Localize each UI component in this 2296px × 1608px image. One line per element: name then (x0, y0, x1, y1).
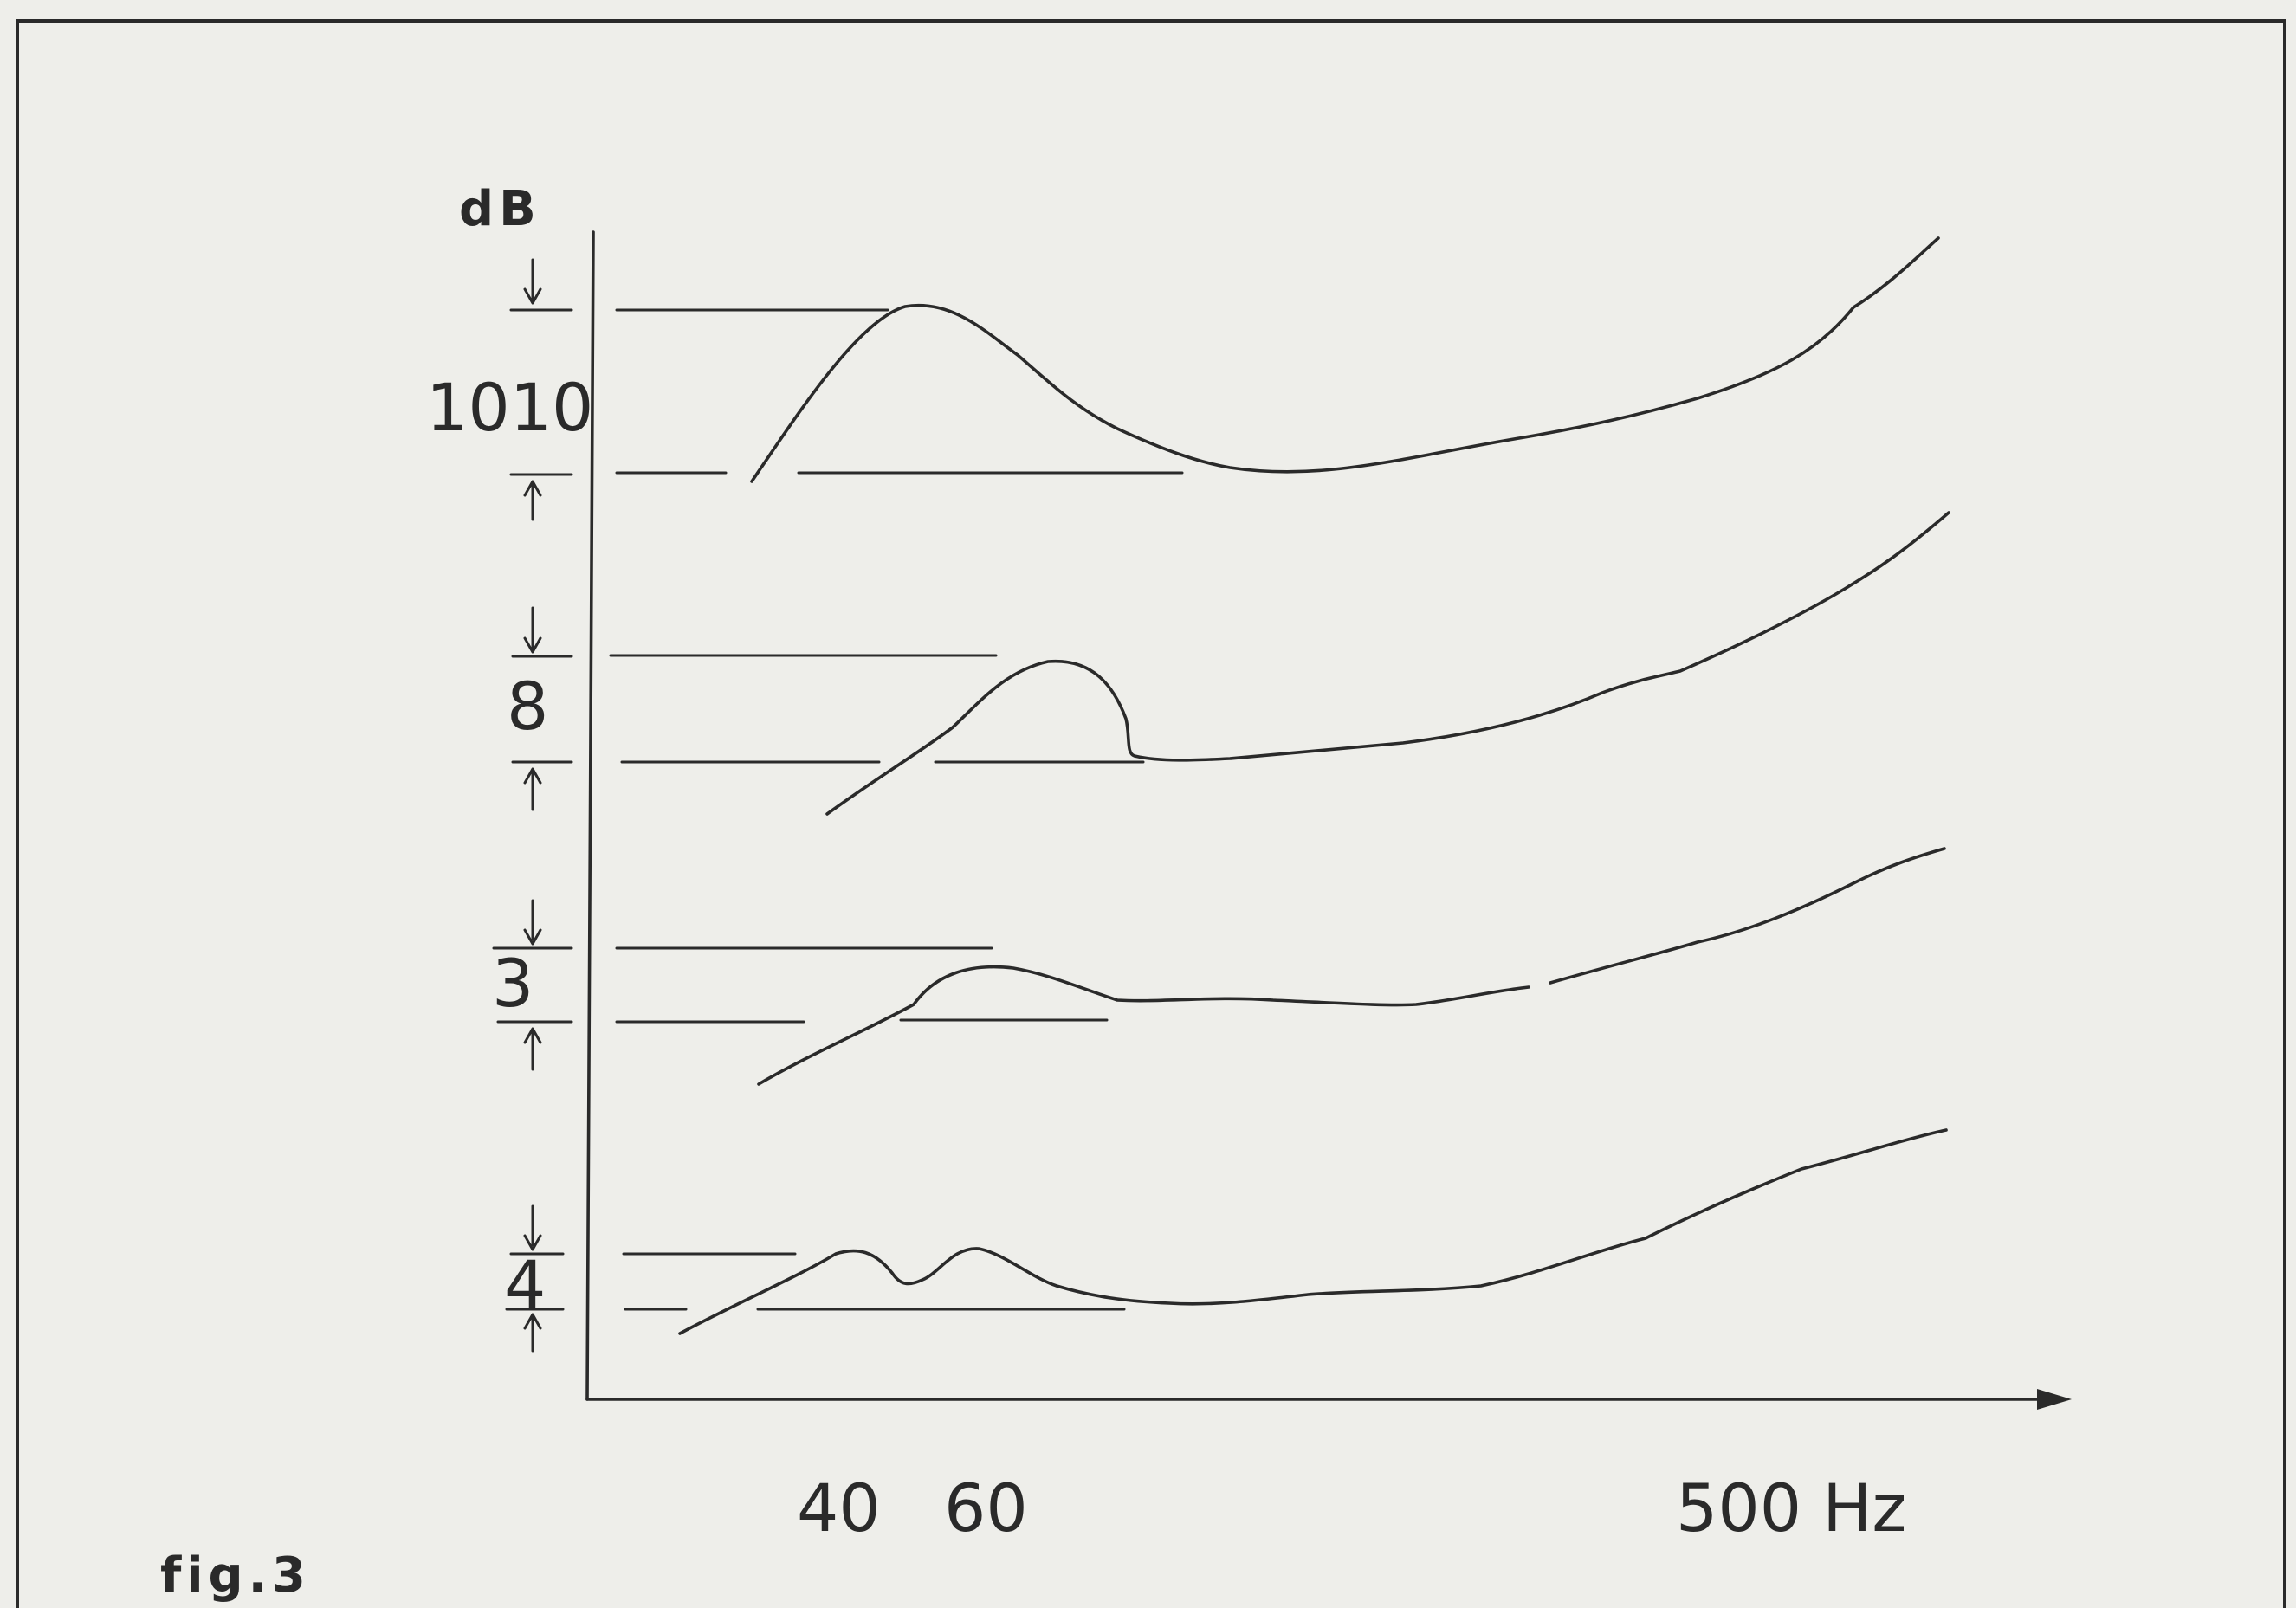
x-tick-60: 60 (944, 1469, 1028, 1547)
trace-3-marker (492, 899, 573, 1071)
figure-label: fig.3 (160, 1547, 311, 1604)
trace-4-curve (678, 1128, 1948, 1335)
trace-2: 8 (507, 511, 1950, 816)
trace-3-curve (757, 965, 1530, 1086)
trace-4-marker (505, 1204, 565, 1353)
trace-1-marker (509, 258, 573, 521)
trace-3: 3 (492, 847, 1946, 1086)
trace-2-marker (511, 606, 573, 811)
trace-1-curve (750, 236, 1940, 483)
trace-4-label: 4 (504, 1246, 546, 1323)
x-tick-40: 40 (797, 1469, 881, 1547)
trace-2-curve (825, 511, 1950, 816)
trace-4: 4 (504, 1128, 1948, 1353)
trace-3-label: 3 (492, 945, 534, 1022)
trace-1-label: 1010 (426, 369, 593, 446)
trace-2-label: 8 (507, 668, 548, 745)
figure-frame (16, 19, 2286, 1608)
axes (585, 230, 2072, 1410)
trace-3-curve-continued (1549, 847, 1946, 985)
trace-1: 1010 (426, 236, 1940, 521)
y-axis (585, 230, 595, 1401)
y-axis-label: dB (459, 181, 541, 237)
x-tick-500hz: 500 Hz (1676, 1469, 1906, 1547)
x-axis-arrowhead (2037, 1389, 2072, 1410)
